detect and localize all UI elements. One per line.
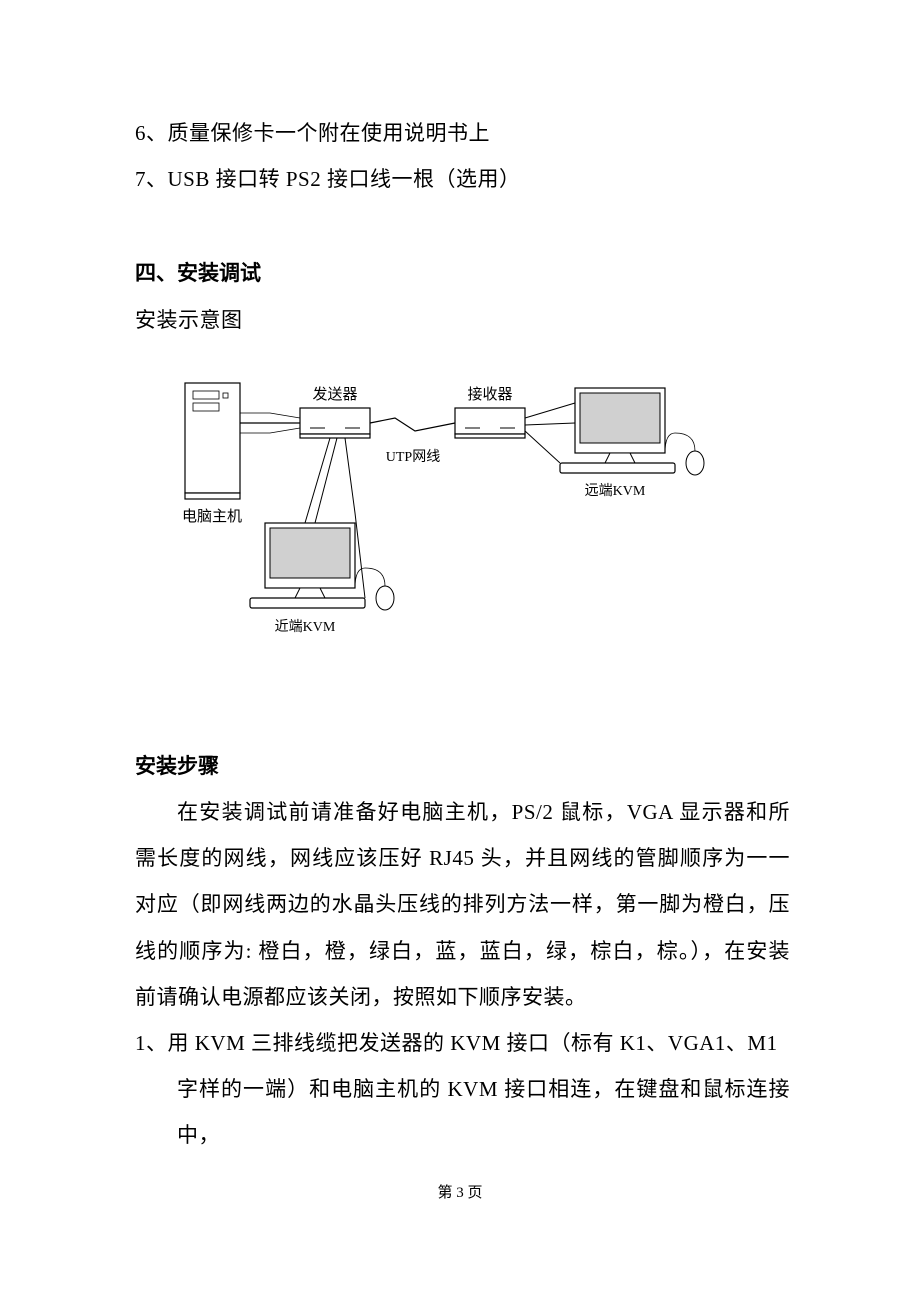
page-footer: 第 3 页: [0, 1181, 920, 1202]
installation-diagram: 电脑主机 发送器 接收器: [155, 363, 715, 643]
diagram-caption: 安装示意图: [135, 297, 790, 343]
steps-intro-paragraph: 在安装调试前请准备好电脑主机，PS/2 鼠标，VGA 显示器和所需长度的网线，网…: [135, 789, 790, 1020]
receiver-label: 接收器: [467, 386, 512, 403]
remote-kvm-label: 远端KVM: [585, 483, 646, 499]
step-1-line2: 字样的一端）和电脑主机的 KVM 接口相连，在键盘和鼠标连接中，: [135, 1066, 790, 1158]
sender-node: 发送器: [300, 386, 370, 438]
host-node: 电脑主机: [182, 383, 242, 525]
step-1-line1: 1、用 KVM 三排线缆把发送器的 KVM 接口（标有 K1、VGA1、M1: [135, 1020, 790, 1066]
section-heading-4: 四、安装调试: [135, 250, 790, 296]
utp-label: UTP网线: [386, 449, 440, 465]
host-label: 电脑主机: [182, 508, 242, 525]
receiver-node: 接收器: [455, 386, 525, 438]
sender-label: 发送器: [312, 386, 357, 403]
remote-kvm-node: 远端KVM: [560, 388, 704, 499]
local-kvm-node: 近端KVM: [250, 523, 394, 635]
list-item-7: 7、USB 接口转 PS2 接口线一根（选用）: [135, 156, 790, 202]
local-kvm-label: 近端KVM: [275, 619, 336, 635]
cable-utp: [370, 418, 455, 431]
steps-heading: 安装步骤: [135, 743, 790, 789]
list-item-6: 6、质量保修卡一个附在使用说明书上: [135, 110, 790, 156]
